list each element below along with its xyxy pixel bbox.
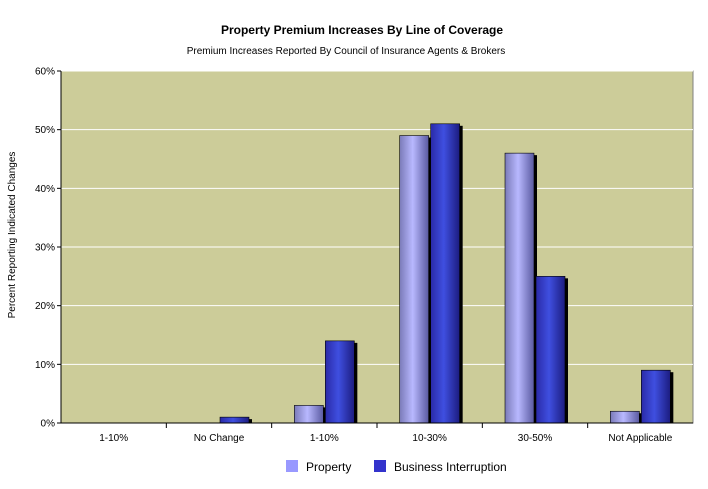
chart-title: Property Premium Increases By Line of Co… <box>221 23 503 37</box>
y-axis-ticks: 0% 10% 20% 30% 40% 50% 60% <box>35 67 61 430</box>
x-tick-label: 30-50% <box>518 433 553 444</box>
bar-property <box>610 410 640 424</box>
legend: Property Business Interruption <box>286 460 507 474</box>
y-tick-label: 60% <box>35 67 55 78</box>
x-axis-ticks: 1-10% No Change 1-10% 10-30% 30-50% Not Appli… <box>99 423 673 444</box>
y-tick-label: 50% <box>35 125 55 136</box>
y-tick-label: 20% <box>35 301 55 312</box>
y-tick-label: 40% <box>35 184 55 195</box>
x-tick-label: 10-30% <box>412 433 447 444</box>
y-axis-label: Percent Reporting Indicated Changes <box>7 152 18 319</box>
bars <box>219 123 674 424</box>
x-tick-label: No Change <box>194 433 245 444</box>
bar-property <box>294 405 324 424</box>
legend-swatch-business-interruption <box>374 460 386 472</box>
chart-subtitle: Premium Increases Reported By Council of… <box>187 46 505 57</box>
legend-swatch-property <box>286 460 298 472</box>
legend-label-property: Property <box>306 460 351 474</box>
bar-property <box>399 135 429 424</box>
x-tick-label: 1-10% <box>99 433 128 444</box>
legend-label-business-interruption: Business Interruption <box>394 460 507 474</box>
y-tick-label: 0% <box>41 419 56 430</box>
bar-business-interruption <box>641 369 671 424</box>
bar-property <box>504 152 535 424</box>
y-tick-label: 30% <box>35 243 55 254</box>
bar-business-interruption <box>430 123 460 424</box>
x-tick-label: 1-10% <box>310 433 339 444</box>
gridlines <box>61 70 693 365</box>
bar-business-interruption <box>535 276 566 424</box>
y-tick-label: 10% <box>35 360 55 371</box>
x-tick-label: Not Applicable <box>608 433 672 444</box>
bar-business-interruption <box>219 416 250 424</box>
bar-business-interruption <box>325 340 355 424</box>
